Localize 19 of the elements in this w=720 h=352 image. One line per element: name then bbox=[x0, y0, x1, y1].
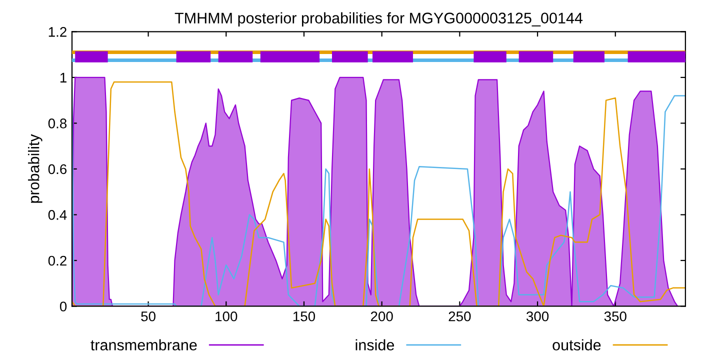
y-tick-label: 0 bbox=[60, 302, 67, 312]
chart-title: TMHMM posterior probabilities for MGYG000003125_00144 bbox=[174, 12, 583, 27]
legend-label: transmembrane bbox=[90, 339, 197, 350]
x-tick-label: 300 bbox=[526, 311, 549, 322]
legend-label: inside bbox=[356, 339, 394, 350]
y-axis-title: probability bbox=[28, 134, 42, 203]
y-tick-label: 1 bbox=[60, 72, 66, 82]
x-tick-label: 250 bbox=[448, 311, 471, 322]
x-tick-label: 200 bbox=[370, 311, 393, 322]
y-tick-label: 0.2 bbox=[48, 256, 66, 266]
x-tick-label: 100 bbox=[216, 311, 238, 322]
y-tick-label: 0.4 bbox=[48, 210, 67, 220]
x-tick-label: 50 bbox=[141, 311, 156, 322]
y-tick-label: 0.6 bbox=[48, 164, 67, 174]
y-tick-label: 0.8 bbox=[48, 118, 67, 128]
x-tick-label: 150 bbox=[293, 311, 316, 322]
y-tick-label: 1.2 bbox=[48, 27, 66, 37]
x-tick-label: 350 bbox=[604, 311, 626, 322]
legend-label: outside bbox=[552, 339, 601, 350]
